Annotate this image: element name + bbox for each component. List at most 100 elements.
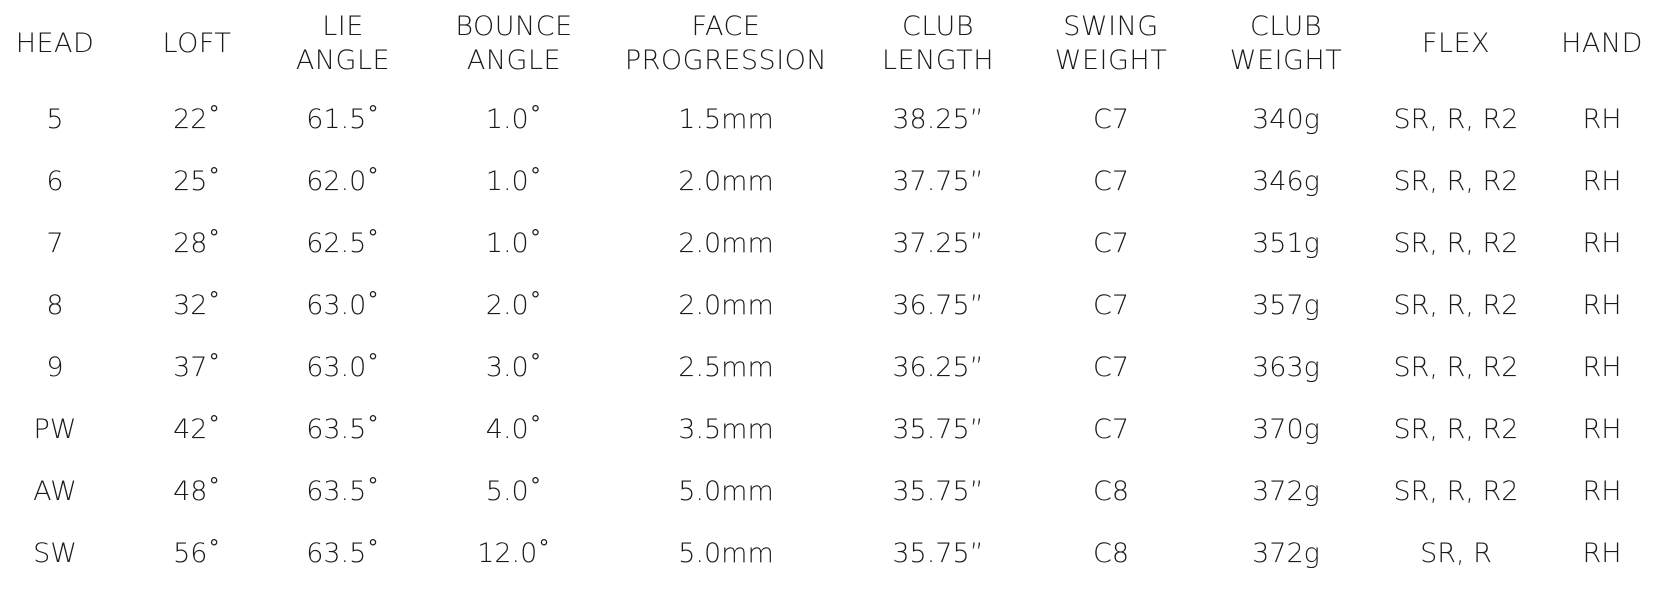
cell-club-length: 38.25”	[892, 103, 984, 135]
cell-face-progression: 2.0mm	[678, 289, 774, 321]
cell-lie-angle: 62.5˚	[306, 227, 380, 259]
cell-club-weight: 370g	[1252, 413, 1320, 445]
table-row: 9 37˚ 63.0˚ 3.0˚ 2.5mm 36.25” C7 363g SR…	[0, 341, 1660, 393]
cell-swing-weight: C7	[1092, 227, 1130, 259]
cell-flex: SR, R, R2	[1393, 289, 1519, 321]
header-club-length: CLUB LENGTH	[881, 11, 995, 76]
cell-flex: SR, R, R2	[1393, 165, 1519, 197]
table-row: 7 28˚ 62.5˚ 1.0˚ 2.0mm 37.25” C7 351g SR…	[0, 217, 1660, 269]
cell-hand: RH	[1582, 289, 1622, 321]
cell-club-weight: 346g	[1252, 165, 1320, 197]
table-row: AW 48˚ 63.5˚ 5.0˚ 5.0mm 35.75” C8 372g S…	[0, 465, 1660, 517]
cell-loft: 25˚	[173, 165, 221, 197]
cell-bounce-angle: 1.0˚	[485, 165, 543, 197]
header-head: HEAD	[15, 28, 95, 59]
header-hand: HAND	[1561, 28, 1643, 59]
cell-hand: RH	[1582, 165, 1622, 197]
cell-head: SW	[33, 537, 77, 569]
cell-face-progression: 1.5mm	[678, 103, 774, 135]
cell-face-progression: 3.5mm	[678, 413, 774, 445]
cell-swing-weight: C7	[1092, 289, 1130, 321]
table-row: 6 25˚ 62.0˚ 1.0˚ 2.0mm 37.75” C7 346g SR…	[0, 155, 1660, 207]
cell-lie-angle: 63.5˚	[306, 475, 380, 507]
table-row: SW 56˚ 63.5˚ 12.0˚ 5.0mm 35.75” C8 372g …	[0, 527, 1660, 579]
header-face-progression: FACE PROGRESSION	[624, 11, 828, 76]
cell-bounce-angle: 1.0˚	[485, 103, 543, 135]
cell-flex: SR, R, R2	[1393, 413, 1519, 445]
cell-swing-weight: C8	[1092, 537, 1130, 569]
cell-head: 7	[46, 227, 64, 259]
cell-lie-angle: 62.0˚	[306, 165, 380, 197]
cell-flex: SR, R	[1420, 537, 1492, 569]
cell-face-progression: 5.0mm	[678, 537, 774, 569]
cell-swing-weight: C7	[1092, 103, 1130, 135]
cell-face-progression: 2.0mm	[678, 227, 774, 259]
cell-club-length: 35.75”	[892, 475, 984, 507]
cell-hand: RH	[1582, 227, 1622, 259]
header-loft: LOFT	[162, 28, 232, 59]
cell-loft: 22˚	[173, 103, 221, 135]
cell-club-weight: 363g	[1252, 351, 1320, 383]
cell-lie-angle: 61.5˚	[306, 103, 380, 135]
cell-hand: RH	[1582, 475, 1622, 507]
cell-swing-weight: C7	[1092, 165, 1130, 197]
cell-bounce-angle: 12.0˚	[477, 537, 551, 569]
cell-club-weight: 351g	[1252, 227, 1320, 259]
cell-head: AW	[33, 475, 77, 507]
cell-loft: 56˚	[173, 537, 221, 569]
header-club-weight: CLUB WEIGHT	[1229, 11, 1343, 76]
cell-bounce-angle: 4.0˚	[485, 413, 543, 445]
cell-loft: 28˚	[173, 227, 221, 259]
cell-swing-weight: C8	[1092, 475, 1130, 507]
cell-hand: RH	[1582, 103, 1622, 135]
cell-face-progression: 2.5mm	[678, 351, 774, 383]
header-bounce-angle: BOUNCE ANGLE	[455, 11, 573, 76]
cell-club-length: 36.75”	[892, 289, 984, 321]
cell-bounce-angle: 5.0˚	[485, 475, 543, 507]
cell-head: 5	[46, 103, 64, 135]
cell-swing-weight: C7	[1092, 413, 1130, 445]
cell-head: 8	[46, 289, 64, 321]
cell-loft: 37˚	[173, 351, 221, 383]
cell-club-length: 37.75”	[892, 165, 984, 197]
header-swing-weight: SWING WEIGHT	[1054, 11, 1168, 76]
header-lie-angle: LIE ANGLE	[295, 11, 391, 76]
cell-club-length: 35.75”	[892, 537, 984, 569]
header-flex: FLEX	[1421, 28, 1491, 59]
cell-flex: SR, R, R2	[1393, 103, 1519, 135]
cell-hand: RH	[1582, 537, 1622, 569]
cell-club-length: 37.25”	[892, 227, 984, 259]
cell-head: PW	[33, 413, 77, 445]
cell-hand: RH	[1582, 413, 1622, 445]
cell-club-weight: 357g	[1252, 289, 1320, 321]
cell-hand: RH	[1582, 351, 1622, 383]
cell-loft: 32˚	[173, 289, 221, 321]
cell-head: 6	[46, 165, 64, 197]
cell-flex: SR, R, R2	[1393, 475, 1519, 507]
cell-flex: SR, R, R2	[1393, 351, 1519, 383]
cell-loft: 48˚	[173, 475, 221, 507]
cell-bounce-angle: 1.0˚	[485, 227, 543, 259]
cell-swing-weight: C7	[1092, 351, 1130, 383]
cell-loft: 42˚	[173, 413, 221, 445]
cell-club-length: 36.25”	[892, 351, 984, 383]
cell-club-length: 35.75”	[892, 413, 984, 445]
cell-face-progression: 2.0mm	[678, 165, 774, 197]
cell-lie-angle: 63.0˚	[306, 289, 380, 321]
cell-face-progression: 5.0mm	[678, 475, 774, 507]
cell-lie-angle: 63.5˚	[306, 537, 380, 569]
cell-head: 9	[46, 351, 64, 383]
table-row: 8 32˚ 63.0˚ 2.0˚ 2.0mm 36.75” C7 357g SR…	[0, 279, 1660, 331]
cell-lie-angle: 63.5˚	[306, 413, 380, 445]
table-row: PW 42˚ 63.5˚ 4.0˚ 3.5mm 35.75” C7 370g S…	[0, 403, 1660, 455]
cell-bounce-angle: 2.0˚	[485, 289, 543, 321]
cell-club-weight: 372g	[1252, 537, 1320, 569]
cell-bounce-angle: 3.0˚	[485, 351, 543, 383]
cell-lie-angle: 63.0˚	[306, 351, 380, 383]
table-row: 5 22˚ 61.5˚ 1.0˚ 1.5mm 38.25” C7 340g SR…	[0, 93, 1660, 145]
cell-club-weight: 372g	[1252, 475, 1320, 507]
cell-flex: SR, R, R2	[1393, 227, 1519, 259]
cell-club-weight: 340g	[1252, 103, 1320, 135]
table-header-row: HEAD LOFT LIE ANGLE BOUNCE ANGLE FACE PR…	[0, 4, 1660, 84]
